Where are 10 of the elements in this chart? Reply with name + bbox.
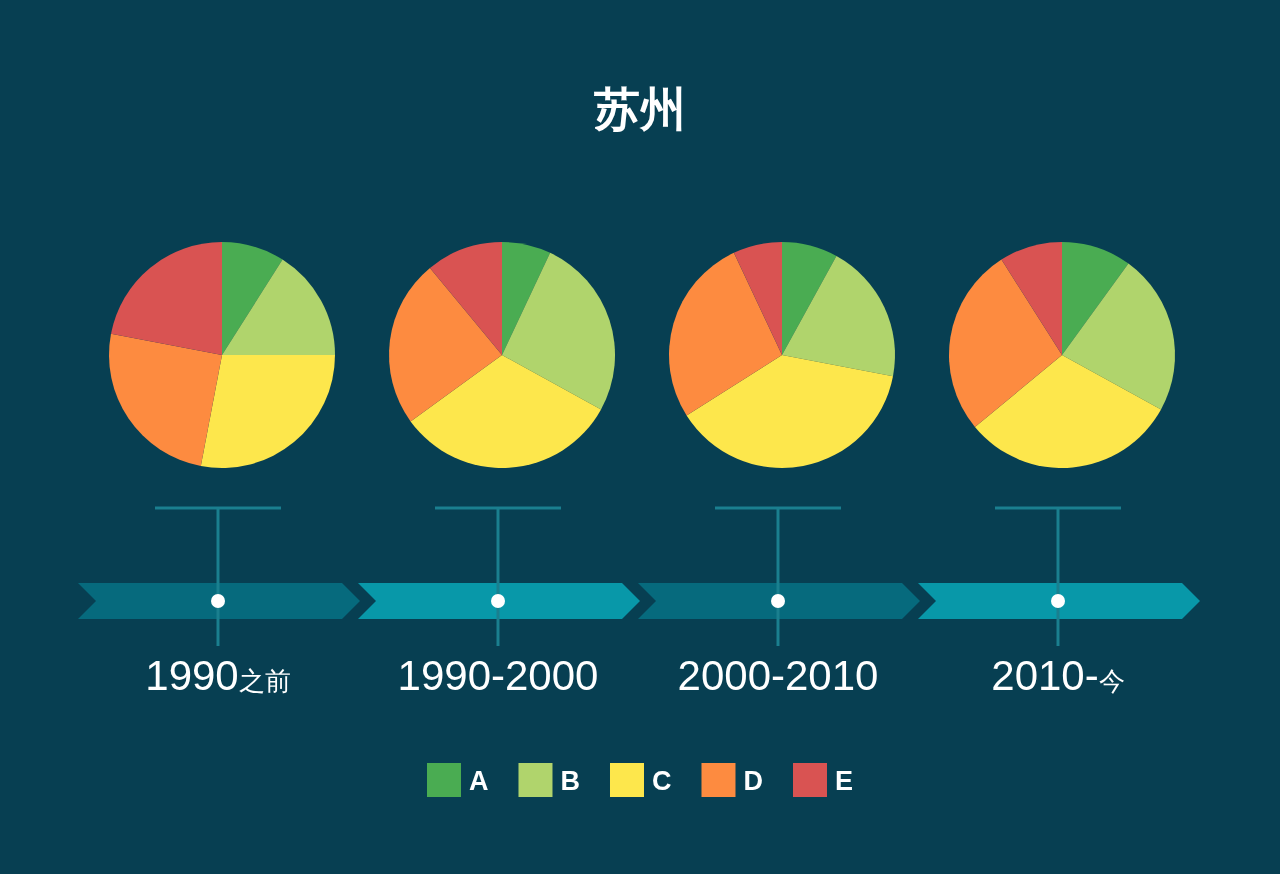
series-name: 1990-2000 bbox=[397, 652, 599, 699]
legend-label: D bbox=[743, 766, 763, 796]
legend-label: A bbox=[469, 766, 489, 796]
legend-label: C bbox=[652, 766, 672, 796]
legend-label: E bbox=[835, 766, 853, 796]
legend-label: B bbox=[560, 766, 580, 796]
series-name: 1990之前 bbox=[145, 652, 291, 699]
title: 苏州 bbox=[594, 83, 686, 135]
series-name: 2010-今 bbox=[991, 652, 1125, 699]
series-name: 2000-2010 bbox=[677, 652, 879, 699]
